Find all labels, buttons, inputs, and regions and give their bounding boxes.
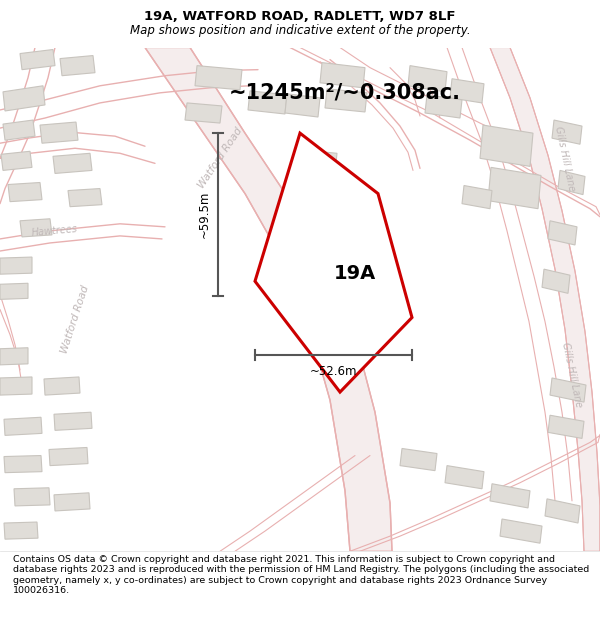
Polygon shape <box>20 49 55 69</box>
Polygon shape <box>4 456 42 472</box>
Polygon shape <box>8 182 42 202</box>
Polygon shape <box>145 48 392 551</box>
Text: Watford Road: Watford Road <box>59 284 91 355</box>
Polygon shape <box>408 66 447 92</box>
Polygon shape <box>53 153 92 173</box>
Polygon shape <box>255 133 412 392</box>
Polygon shape <box>4 522 38 539</box>
Polygon shape <box>248 91 287 114</box>
Polygon shape <box>68 189 102 207</box>
Polygon shape <box>548 415 584 438</box>
Polygon shape <box>462 186 492 209</box>
Polygon shape <box>185 103 222 123</box>
Text: Contains OS data © Crown copyright and database right 2021. This information is : Contains OS data © Crown copyright and d… <box>13 555 589 595</box>
Text: 19A, WATFORD ROAD, RADLETT, WD7 8LF: 19A, WATFORD ROAD, RADLETT, WD7 8LF <box>144 11 456 24</box>
Text: ~1245m²/~0.308ac.: ~1245m²/~0.308ac. <box>229 83 461 103</box>
Polygon shape <box>345 216 384 239</box>
Polygon shape <box>3 120 35 140</box>
Polygon shape <box>49 448 88 466</box>
Polygon shape <box>400 449 437 471</box>
Polygon shape <box>545 499 580 523</box>
Polygon shape <box>14 488 50 506</box>
Polygon shape <box>60 56 95 76</box>
Text: Gills Hill Lane: Gills Hill Lane <box>560 341 584 408</box>
Polygon shape <box>54 493 90 511</box>
Polygon shape <box>425 95 462 118</box>
Polygon shape <box>558 171 585 194</box>
Polygon shape <box>195 66 242 90</box>
Polygon shape <box>0 283 28 299</box>
Polygon shape <box>480 125 533 166</box>
Polygon shape <box>445 466 484 489</box>
Polygon shape <box>488 168 541 209</box>
Text: Map shows position and indicative extent of the property.: Map shows position and indicative extent… <box>130 24 470 37</box>
Polygon shape <box>500 519 542 543</box>
Polygon shape <box>490 484 530 508</box>
Text: 19A: 19A <box>334 264 376 283</box>
Text: Hawtrees: Hawtrees <box>31 224 79 238</box>
Polygon shape <box>450 79 484 103</box>
Polygon shape <box>320 62 365 88</box>
Text: Gills Hill Lane: Gills Hill Lane <box>553 125 577 192</box>
Polygon shape <box>542 269 570 293</box>
Text: Watford Road: Watford Road <box>196 126 244 191</box>
Polygon shape <box>1 151 32 171</box>
Polygon shape <box>285 94 320 117</box>
Polygon shape <box>3 86 45 111</box>
Polygon shape <box>490 48 600 551</box>
Polygon shape <box>550 378 586 402</box>
Polygon shape <box>325 89 367 112</box>
Polygon shape <box>548 221 577 245</box>
Polygon shape <box>54 412 92 431</box>
Polygon shape <box>44 377 80 395</box>
Polygon shape <box>295 149 337 173</box>
Polygon shape <box>0 377 32 395</box>
Polygon shape <box>4 418 42 436</box>
Text: ~59.5m: ~59.5m <box>197 191 211 238</box>
Polygon shape <box>20 219 52 237</box>
Polygon shape <box>552 120 582 144</box>
Polygon shape <box>0 348 28 365</box>
Polygon shape <box>40 122 78 143</box>
Text: ~52.6m: ~52.6m <box>310 366 357 378</box>
Polygon shape <box>305 186 342 209</box>
Polygon shape <box>0 257 32 274</box>
